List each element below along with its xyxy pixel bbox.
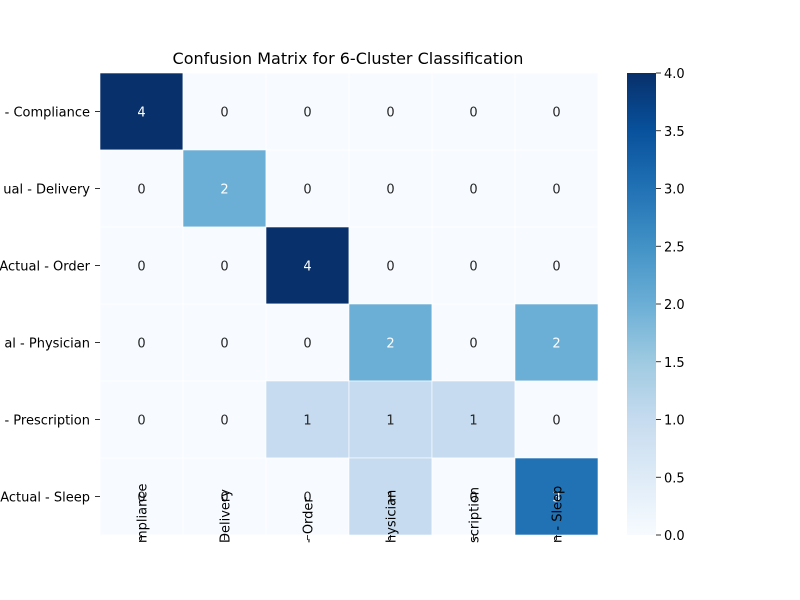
cell-value-label: 2 — [386, 337, 394, 352]
heatmap-cell — [431, 303, 516, 382]
heatmap-cell — [265, 72, 350, 151]
cell-value-label: 0 — [220, 260, 228, 275]
chart-title: Confusion Matrix for 6-Cluster Classific… — [173, 49, 524, 68]
cell-value-label: 0 — [552, 183, 560, 198]
heatmap-cell — [348, 380, 433, 459]
heatmap-cells — [99, 72, 599, 536]
x-tick-label: mpliance — [136, 484, 151, 544]
heatmap-cell — [348, 149, 433, 228]
cell-value-label: 1 — [386, 491, 394, 506]
colorbar-gradient — [627, 73, 656, 535]
y-tick-label: - Compliance — [5, 106, 90, 121]
y-tick-label: Actual - Order — [0, 260, 91, 275]
cell-value-label: 0 — [137, 491, 145, 506]
cell-value-label: 4 — [303, 260, 311, 275]
colorbar-tick-label: 2.0 — [664, 298, 685, 313]
cell-value-label: 1 — [303, 414, 311, 429]
heatmap-cell — [514, 457, 599, 536]
heatmap-cell — [99, 72, 184, 151]
x-tick-label: n - Sleep — [551, 486, 566, 543]
cell-value-label: 1 — [386, 414, 394, 429]
heatmap-cell — [431, 72, 516, 151]
cell-value-label: 0 — [386, 183, 394, 198]
heatmap-cell — [182, 72, 267, 151]
cell-value-label: 1 — [469, 414, 477, 429]
heatmap-cell — [431, 457, 516, 536]
cell-value-label: 3 — [552, 491, 560, 506]
heatmap-cell — [99, 303, 184, 382]
colorbar-tick-label: 1.5 — [664, 356, 685, 371]
heatmap-cell — [99, 226, 184, 305]
cell-value-label: 0 — [220, 491, 228, 506]
heatmap-cell — [514, 380, 599, 459]
cell-value-label: 0 — [552, 414, 560, 429]
y-tick-label: - Prescription — [4, 414, 90, 429]
heatmap-cell — [514, 226, 599, 305]
heatmap-cell — [514, 303, 599, 382]
cell-value-label: 0 — [386, 106, 394, 121]
cell-value-label: 2 — [552, 337, 560, 352]
heatmap-cell — [99, 380, 184, 459]
heatmap-cell — [265, 226, 350, 305]
cell-value-label: 0 — [469, 183, 477, 198]
colorbar-tick-label: 0.0 — [664, 529, 685, 544]
cell-value-label: 0 — [137, 414, 145, 429]
cell-value-label: 4 — [137, 106, 145, 121]
cell-value-label: 0 — [220, 106, 228, 121]
y-axis-tick-labels: - Compliance ual - Delivery Actual - Order… — [0, 106, 100, 506]
cell-value-label: 0 — [137, 183, 145, 198]
cell-value-label: 0 — [303, 491, 311, 506]
y-tick-label: al - Physician — [4, 337, 90, 352]
heatmap-cell — [348, 303, 433, 382]
y-tick-label: ual - Delivery — [3, 183, 90, 198]
heatmap-cell — [182, 149, 267, 228]
x-axis-tick-labels: mpliance Delivery - Order hysician scription… — [136, 484, 566, 544]
x-tick-label: scription — [468, 487, 483, 543]
cell-value-label: 0 — [552, 260, 560, 275]
heatmap-cell — [182, 226, 267, 305]
colorbar-tick-label: 1.0 — [664, 414, 685, 429]
x-tick-label: - Order — [302, 497, 317, 543]
cell-value-label: 2 — [220, 183, 228, 198]
colorbar-tick-label: 0.5 — [664, 471, 685, 486]
cell-value-label: 0 — [469, 337, 477, 352]
colorbar-tick-label: 3.5 — [664, 125, 685, 140]
heatmap-cell — [348, 72, 433, 151]
cell-value-label: 0 — [303, 337, 311, 352]
cell-value-label: 0 — [137, 337, 145, 352]
cell-value-label: 0 — [469, 106, 477, 121]
heatmap-cell — [265, 303, 350, 382]
heatmap-cell — [348, 226, 433, 305]
cell-value-label: 0 — [469, 260, 477, 275]
heatmap-cell — [431, 226, 516, 305]
cell-value-label: 0 — [303, 106, 311, 121]
y-tick-label: Actual - Sleep — [0, 491, 90, 506]
cell-value-label: 0 — [220, 337, 228, 352]
heatmap-cell — [514, 149, 599, 228]
heatmap-cell — [514, 72, 599, 151]
heatmap-cell — [431, 380, 516, 459]
cell-value-label: 0 — [137, 260, 145, 275]
cell-value-label: 0 — [552, 106, 560, 121]
colorbar-tick-label: 3.0 — [664, 183, 685, 198]
heatmap-cell — [182, 303, 267, 382]
heatmap-cell — [265, 380, 350, 459]
x-tick-label: Delivery — [219, 489, 234, 543]
cell-value-label: 0 — [303, 183, 311, 198]
cell-value-label: 0 — [386, 260, 394, 275]
x-tick-label: hysician — [385, 490, 400, 543]
cell-value-label: 0 — [220, 414, 228, 429]
cell-annotations: 4 0 0 0 0 0 0 2 0 0 0 0 0 0 4 0 0 0 0 0 0 2 0 2 0 0 1 1 1 0 0 0 0 1 0 3 — [137, 106, 560, 506]
colorbar: 0.0 0.5 1.0 1.5 2.0 2.5 3.0 3.5 4.0 — [627, 67, 685, 544]
heatmap-cell — [99, 457, 184, 536]
cell-value-label: 0 — [469, 491, 477, 506]
colorbar-tick-label: 2.5 — [664, 240, 685, 255]
colorbar-tick-label: 4.0 — [664, 67, 685, 82]
